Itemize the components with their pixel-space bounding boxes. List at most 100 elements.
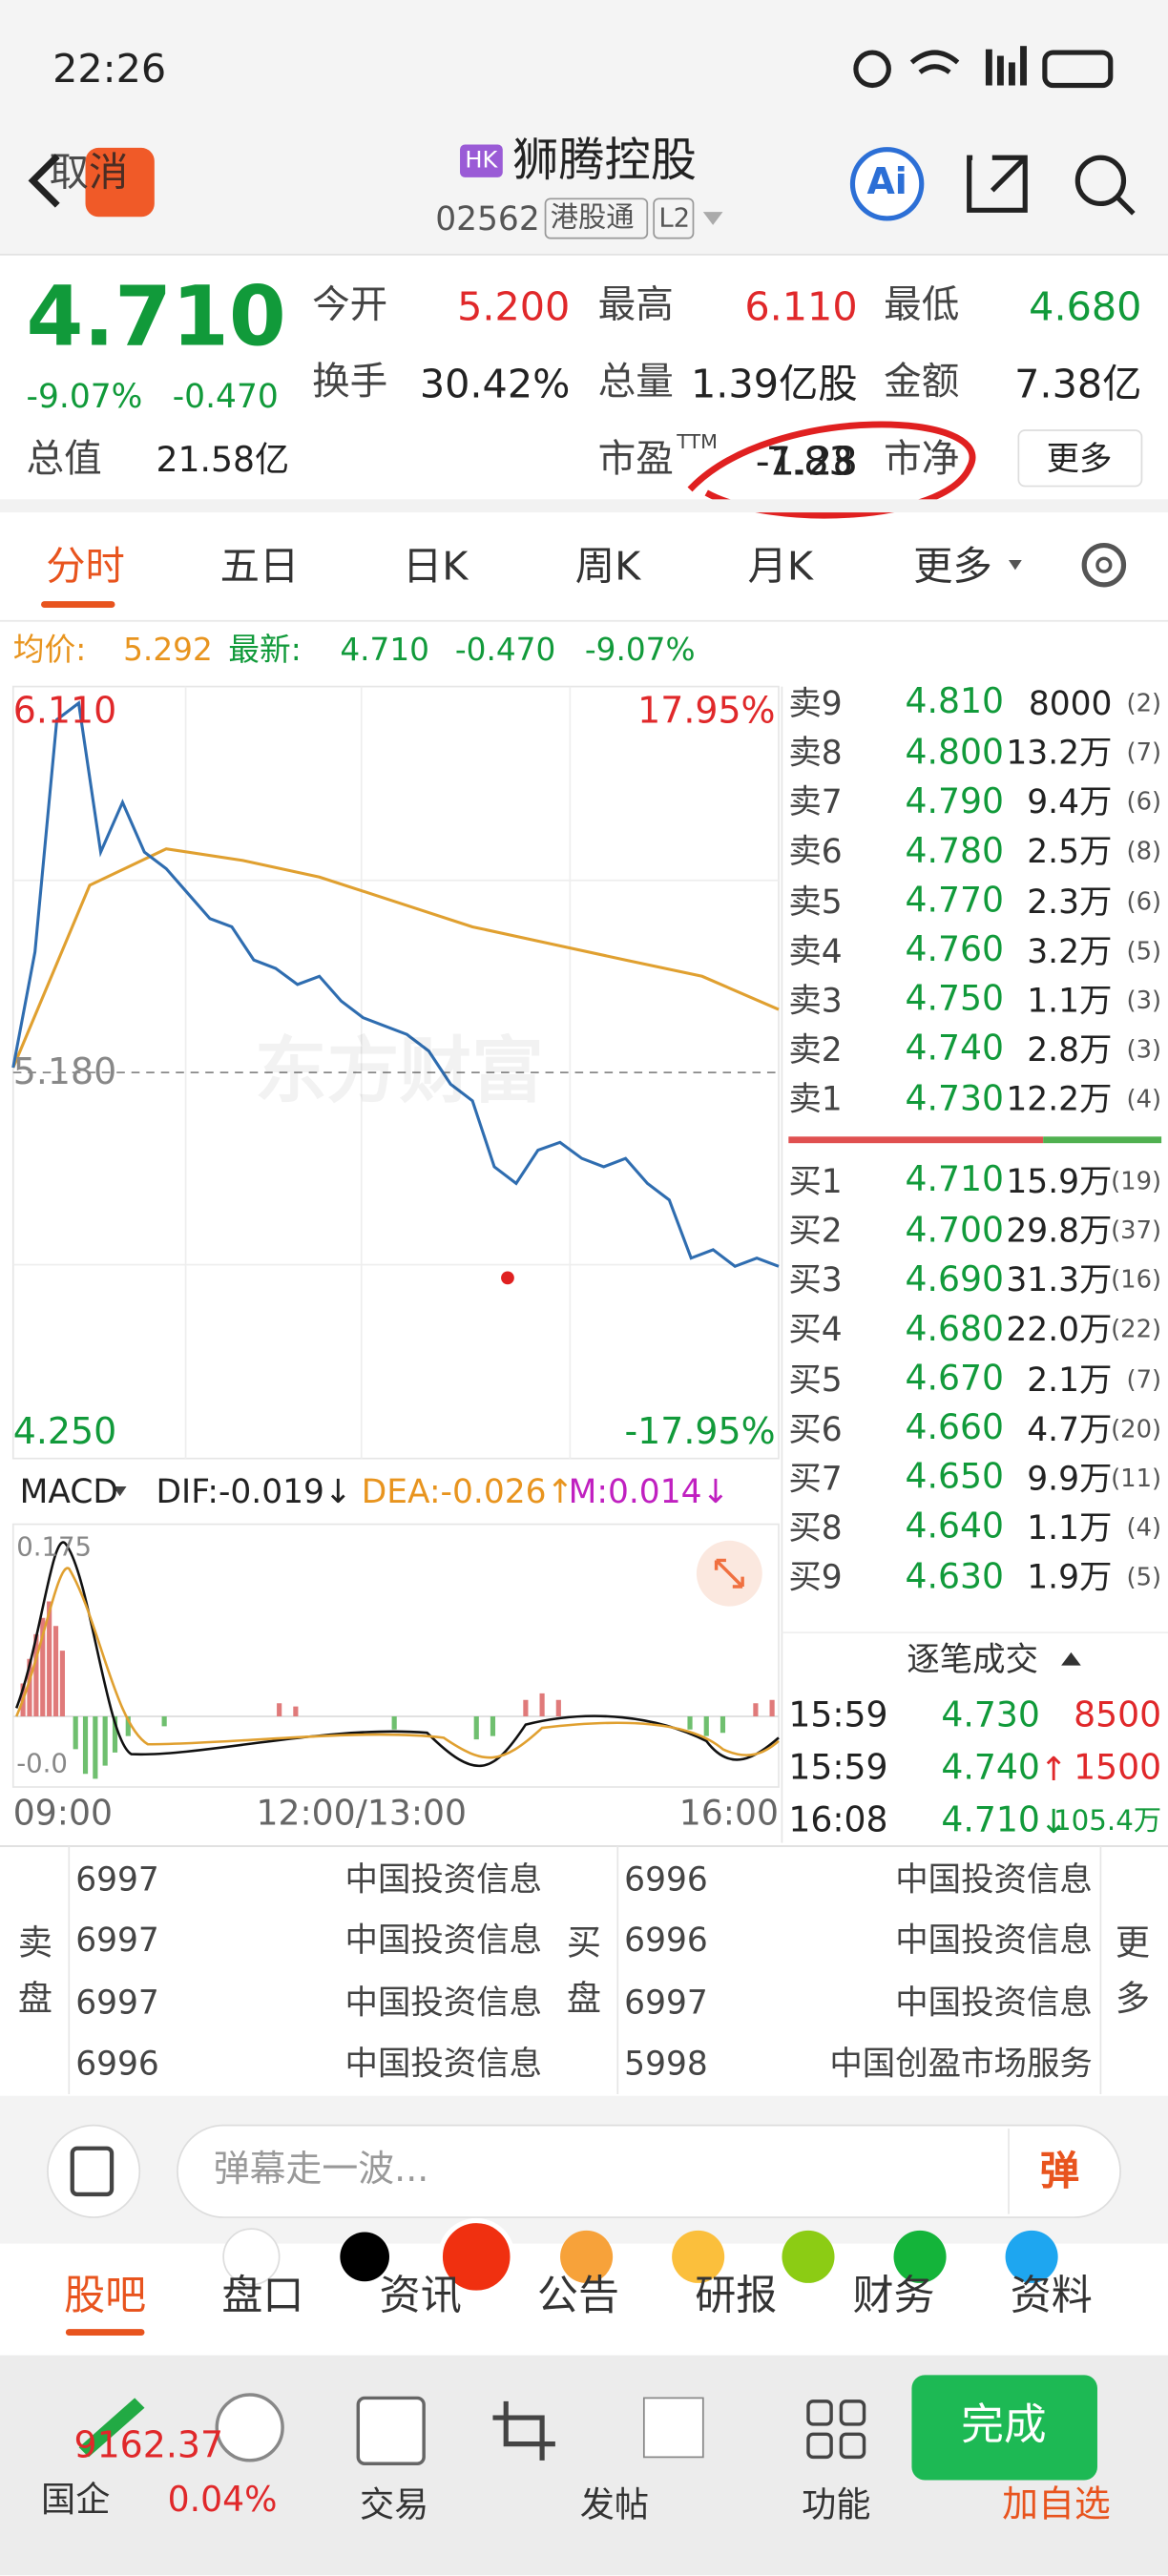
field-label-sup: TTM [677, 429, 718, 453]
book-count: (37) [1111, 1215, 1162, 1246]
done-button[interactable]: 完成 [961, 2401, 1047, 2452]
broker-name: 中国投资信息 [344, 1859, 543, 1900]
post-button[interactable]: 发帖 [579, 2485, 650, 2525]
chart-tab[interactable]: 月K [747, 543, 813, 590]
book-level: 卖5 [788, 881, 843, 922]
book-level: 卖2 [788, 1029, 843, 1070]
stock-name: 狮腾控股 [512, 133, 697, 188]
functions-button[interactable]: 功能 [802, 2485, 871, 2525]
field-label: 市盈 [597, 438, 674, 482]
book-count: (3) [1126, 985, 1162, 1015]
broker-id: 6997 [75, 1982, 159, 2022]
field-label: 今开 [312, 284, 388, 327]
time-label: 12:00/13:00 [256, 1794, 468, 1834]
section-tab[interactable]: 盘口 [221, 2271, 304, 2319]
book-count: (19) [1111, 1166, 1162, 1196]
book-count: (4) [1126, 1084, 1162, 1114]
book-price: 4.730 [905, 1078, 1005, 1118]
trade-time: 16:08 [788, 1800, 888, 1840]
field-value: 4.680 [1029, 283, 1142, 330]
section-tab[interactable]: 股吧 [64, 2271, 147, 2319]
macd-m: M:0.014↓ [568, 1471, 730, 1511]
book-price: 4.640 [905, 1506, 1005, 1547]
section-tab[interactable]: 研报 [695, 2271, 778, 2319]
avg-label: 均价: [12, 632, 87, 668]
section-tab[interactable]: 公告 [536, 2271, 620, 2319]
chart-tab[interactable]: 更多 [913, 543, 992, 590]
more-button[interactable]: 更多 [1046, 438, 1113, 478]
chart-tab[interactable]: 周K [574, 543, 641, 590]
change-pct: -9.07% [26, 376, 143, 416]
book-price: 4.670 [905, 1358, 1005, 1399]
trade-time: 15:59 [788, 1695, 888, 1735]
cancel-button[interactable]: 取消 [49, 148, 129, 196]
danmaku-input[interactable]: 弹幕走一波... [213, 2150, 429, 2192]
book-count: (6) [1126, 885, 1162, 916]
book-volume: 1.1万 [1027, 980, 1113, 1020]
queue-more[interactable]: 更多 [1115, 1922, 1151, 2019]
book-price: 4.800 [905, 732, 1005, 772]
book-price: 4.710 [905, 1160, 1005, 1200]
book-level: 卖6 [788, 831, 843, 872]
book-volume: 2.1万 [1027, 1359, 1113, 1400]
book-count: (7) [1126, 737, 1162, 768]
add-watchlist[interactable]: 加自选 [1002, 2484, 1111, 2526]
broker-name: 中国投资信息 [895, 1921, 1093, 1961]
book-count: (5) [1126, 935, 1162, 966]
broker-id: 6996 [624, 1859, 708, 1900]
broker-name: 中国投资信息 [344, 1982, 543, 2022]
book-count: (11) [1111, 1463, 1162, 1493]
broker-name: 中国创盈市场服务 [829, 2043, 1093, 2084]
section-tab[interactable]: 财务 [852, 2271, 935, 2319]
danmaku-button[interactable]: 弹 [1039, 2148, 1080, 2194]
section-tab[interactable]: 资讯 [379, 2271, 462, 2319]
book-count: (2) [1126, 688, 1162, 718]
book-volume: 2.5万 [1027, 831, 1113, 872]
macd-selector[interactable]: MACD [19, 1471, 118, 1511]
trades-title[interactable]: 逐笔成交 [907, 1639, 1039, 1679]
avg-value: 5.292 [123, 632, 213, 668]
y-prev-close-label: 5.180 [12, 1052, 117, 1094]
last-price: 4.710 [26, 269, 286, 365]
book-level: 卖1 [788, 1079, 843, 1119]
field-value: 21.58亿 [156, 441, 290, 481]
book-price: 4.750 [905, 979, 1005, 1019]
chart-tab[interactable]: 五日 [219, 543, 300, 590]
field-label: 换手 [312, 362, 388, 405]
field-value: 1.39亿股 [691, 361, 858, 407]
book-count: (5) [1126, 1562, 1162, 1592]
broker-id: 6997 [75, 1859, 159, 1900]
tag: 港股通 [550, 201, 635, 235]
macd-dea: DEA:-0.026↑ [361, 1471, 574, 1511]
book-level: 买2 [788, 1211, 843, 1251]
chart-tab[interactable]: 日K [402, 543, 469, 590]
book-volume: 1.1万 [1027, 1507, 1113, 1548]
field-label: 总量 [597, 362, 674, 405]
field-value: 5.200 [457, 283, 571, 330]
field-label: 最高 [597, 284, 674, 327]
index-value: 9162.37 [73, 2425, 224, 2467]
macd-bottom-label: -0.0 [16, 1748, 68, 1780]
section-tab[interactable]: 资料 [1010, 2271, 1093, 2319]
trade-volume: 1500 [1074, 1748, 1162, 1788]
field-label: 总值 [26, 438, 102, 482]
book-price: 4.690 [905, 1258, 1005, 1299]
chart-tab[interactable]: 分时 [46, 543, 125, 590]
trade-arrow: ↑ [1039, 1749, 1068, 1789]
trade-button[interactable]: 交易 [360, 2485, 429, 2525]
status-time: 22:26 [52, 45, 167, 92]
book-level: 卖4 [788, 930, 843, 970]
field-value: 30.42% [419, 361, 571, 407]
time-label: 09:00 [12, 1794, 113, 1834]
book-price: 4.790 [905, 780, 1005, 821]
book-level: 买9 [788, 1557, 843, 1597]
field-label: 最低 [884, 284, 960, 327]
book-count: (22) [1111, 1314, 1162, 1344]
macd-top-label: 0.175 [16, 1531, 93, 1563]
watermark: 东方财富 [254, 1028, 544, 1113]
ai-button[interactable]: Ai [866, 162, 907, 204]
book-count: (4) [1126, 1512, 1162, 1543]
book-volume: 9.4万 [1027, 781, 1113, 822]
